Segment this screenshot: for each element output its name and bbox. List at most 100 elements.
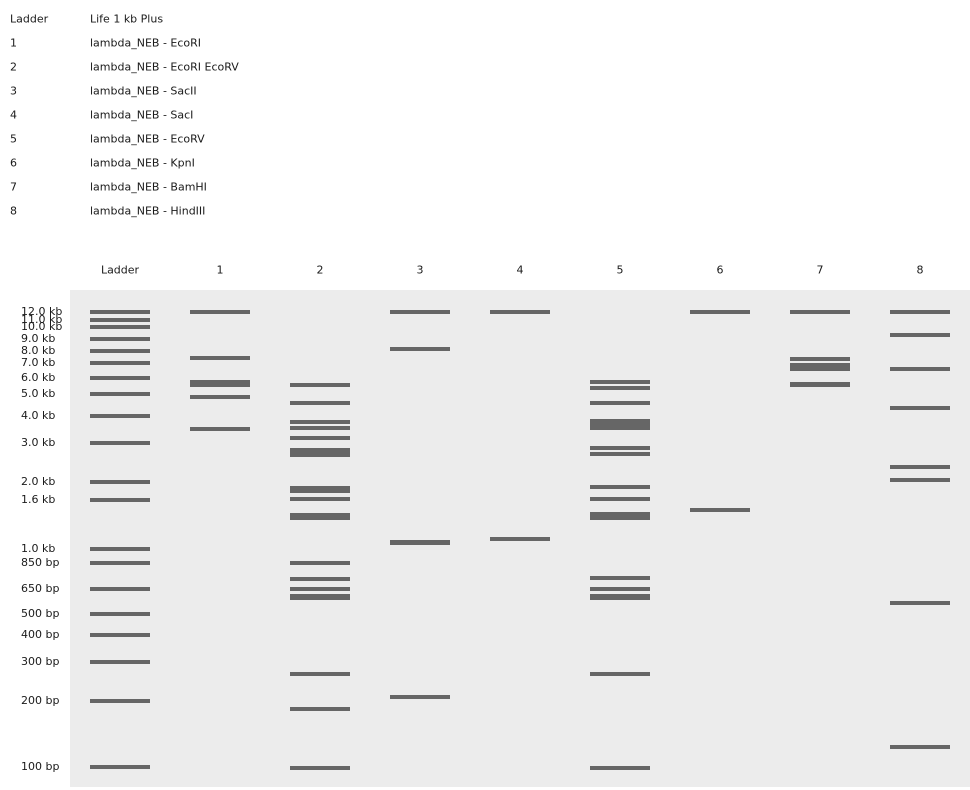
legend-lane-id: 7 — [10, 180, 17, 194]
gel-band — [590, 587, 650, 591]
gel-band — [890, 310, 950, 314]
gel-band — [590, 386, 650, 390]
gel-band — [90, 325, 150, 329]
legend-sample-name: lambda_NEB - EcoRI EcoRV — [90, 60, 239, 74]
legend-lane-id: 5 — [10, 132, 17, 146]
gel-band — [890, 745, 950, 749]
size-axis-label: 5.0 kb — [21, 387, 56, 400]
gel-band — [590, 594, 650, 600]
lane-header-6: 6 — [716, 263, 724, 277]
gel-band — [290, 561, 350, 565]
gel-band — [90, 414, 150, 418]
size-axis-label: 7.0 kb — [21, 356, 56, 369]
gel-band — [290, 707, 350, 711]
lane-header-4: 4 — [516, 263, 524, 277]
legend-lane-id: 6 — [10, 156, 17, 170]
gel-band — [190, 310, 250, 314]
gel-band — [90, 547, 150, 551]
gel-band — [890, 601, 950, 605]
gel-band — [590, 576, 650, 580]
gel-band — [90, 441, 150, 445]
legend-sample-name: lambda_NEB - BamHI — [90, 180, 207, 194]
gel-panel: Ladder 1 2 3 4 5 6 7 8 12.0 kb 11.0 kb 10.0 kb 9.0 … — [0, 240, 970, 790]
gel-band — [890, 465, 950, 469]
size-axis-label: 300 bp — [21, 655, 60, 668]
gel-band — [590, 380, 650, 384]
size-axis-label: 11.0 kb — [21, 313, 63, 326]
gel-band — [590, 401, 650, 405]
gel-band — [90, 318, 150, 322]
gel-band — [390, 347, 450, 351]
gel-band — [90, 361, 150, 365]
gel-band — [190, 379, 250, 387]
gel-band — [90, 699, 150, 703]
gel-band — [290, 497, 350, 501]
gel-band — [790, 310, 850, 314]
gel-band — [890, 333, 950, 337]
size-axis-label: 10.0 kb — [21, 320, 63, 333]
gel-band — [590, 418, 650, 430]
gel-band — [590, 512, 650, 520]
gel-band — [90, 337, 150, 341]
gel-band — [90, 765, 150, 769]
gel-band — [290, 485, 350, 493]
gel-band — [290, 447, 350, 457]
size-axis-label: 8.0 kb — [21, 344, 56, 357]
gel-band — [490, 310, 550, 314]
gel-band — [90, 498, 150, 502]
gel-band — [890, 367, 950, 371]
gel-band — [590, 446, 650, 450]
legend-sample-name: lambda_NEB - SacII — [90, 84, 197, 98]
legend-lane-id: 1 — [10, 36, 17, 50]
size-axis-label: 9.0 kb — [21, 332, 56, 345]
legend-sample-name: lambda_NEB - HindIII — [90, 204, 206, 218]
gel-band — [390, 695, 450, 699]
size-axis-label: 1.0 kb — [21, 542, 56, 555]
gel-band — [290, 577, 350, 581]
gel-band — [690, 508, 750, 512]
gel-band — [290, 420, 350, 424]
size-axis-label: 200 bp — [21, 694, 60, 707]
legend-sample-name: lambda_NEB - SacI — [90, 108, 194, 122]
legend-lane-id: 3 — [10, 84, 17, 98]
gel-band — [290, 594, 350, 600]
gel-band — [890, 406, 950, 410]
legend-sample-name: Life 1 kb Plus — [90, 12, 164, 26]
legend-lane-id: 8 — [10, 204, 17, 218]
gel-band — [290, 401, 350, 405]
size-axis-label: 850 bp — [21, 556, 60, 569]
size-axis-label: 400 bp — [21, 628, 60, 641]
gel-band — [590, 485, 650, 489]
gel-band — [290, 512, 350, 520]
size-axis-label: 4.0 kb — [21, 409, 56, 422]
gel-band — [690, 310, 750, 314]
size-axis-label: 3.0 kb — [21, 436, 56, 449]
gel-band — [90, 376, 150, 380]
lane-header-5: 5 — [616, 263, 624, 277]
gel-band — [890, 478, 950, 482]
legend-lane-id: 4 — [10, 108, 17, 122]
gel-band — [290, 426, 350, 430]
gel-band — [90, 561, 150, 565]
gel-band — [190, 395, 250, 399]
gel-band — [90, 612, 150, 616]
gel-band — [590, 672, 650, 676]
gel-band — [90, 587, 150, 591]
gel-band — [190, 427, 250, 431]
size-axis-label: 6.0 kb — [21, 371, 56, 384]
gel-band — [290, 766, 350, 770]
lane-header-8: 8 — [916, 263, 924, 277]
gel-band — [90, 310, 150, 314]
gel-band — [790, 363, 850, 371]
lane-header-2: 2 — [316, 263, 324, 277]
legend-sample-name: lambda_NEB - EcoRV — [90, 132, 205, 146]
gel-band — [790, 381, 850, 387]
legend-sample-name: lambda_NEB - KpnI — [90, 156, 195, 170]
lane-header-7: 7 — [816, 263, 824, 277]
size-axis-label: 2.0 kb — [21, 475, 56, 488]
lane-header-1: 1 — [216, 263, 224, 277]
gel-band — [90, 392, 150, 396]
lane-header-3: 3 — [416, 263, 424, 277]
gel-band — [90, 633, 150, 637]
